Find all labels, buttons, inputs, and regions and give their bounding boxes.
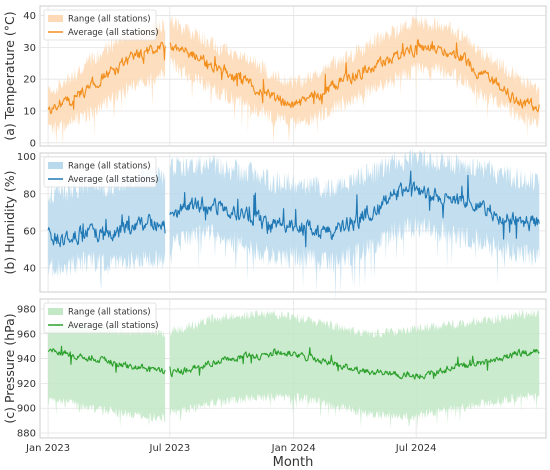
average-line-c-2 xyxy=(169,347,540,380)
x-tick-label: Jan 2023 xyxy=(25,443,70,454)
y-tick-label: 880 xyxy=(17,429,36,440)
x-tick-label: Jan 2024 xyxy=(271,443,316,454)
average-line-a-1 xyxy=(47,41,166,115)
legend xyxy=(43,302,157,334)
panel-c: 880 900 920 940 960 980(c) Pressure (hPa) Rang… xyxy=(2,298,547,440)
legend-label-range: Range (all stations) xyxy=(68,162,151,172)
y-tick-label: 60 xyxy=(23,226,36,237)
y-tick-label: 20 xyxy=(23,75,36,86)
average-line-b-1 xyxy=(47,213,166,248)
range-band-c-1 xyxy=(48,318,166,428)
y-tick-label: 30 xyxy=(23,43,36,54)
y-axis-label: (b) Humidity (%) xyxy=(2,171,17,275)
panel-b: 40 60 80 100(b) Humidity (%) Range (all stat… xyxy=(2,147,547,303)
x-axis-label: Month xyxy=(273,455,314,470)
y-tick-label: 900 xyxy=(17,404,36,415)
range-band-a-1 xyxy=(48,18,166,148)
y-tick-label: 40 xyxy=(23,11,36,22)
legend-label-average: Average (all stations) xyxy=(68,28,159,38)
y-axis-label: (c) Pressure (hPa) xyxy=(2,313,17,423)
y-tick-label: 80 xyxy=(23,189,36,200)
legend-swatch-range xyxy=(48,308,63,315)
average-line-b-2 xyxy=(169,170,540,248)
range-band-b-2 xyxy=(169,147,540,303)
legend-label-range: Range (all stations) xyxy=(68,308,151,318)
average-line-c-1 xyxy=(47,345,166,375)
y-tick-label: 40 xyxy=(23,263,36,274)
y-tick-label: 940 xyxy=(17,354,36,365)
y-tick-label: 10 xyxy=(23,107,36,118)
legend-label-range: Range (all stations) xyxy=(68,15,151,25)
legend-swatch-range xyxy=(48,15,63,22)
legend-label-average: Average (all stations) xyxy=(68,175,159,185)
legend-label-average: Average (all stations) xyxy=(68,321,159,331)
y-tick-label: 980 xyxy=(17,304,36,315)
average-line-a-2 xyxy=(169,39,540,113)
y-axis-label: (a) Temperature (°C) xyxy=(2,11,17,140)
x-tick-label: Jul 2023 xyxy=(149,443,191,454)
legend xyxy=(43,156,157,188)
legend-swatch-range xyxy=(48,162,63,169)
y-tick-label: 100 xyxy=(17,152,36,163)
y-tick-label: 0 xyxy=(30,138,36,149)
x-tick-label: Jul 2024 xyxy=(395,443,437,454)
legend xyxy=(43,9,157,41)
y-tick-label: 920 xyxy=(17,379,36,390)
panel-a: 0 10 20 30 40 (a) Temperature (°C) Range (all … xyxy=(2,5,547,149)
y-tick-label: 960 xyxy=(17,329,36,340)
